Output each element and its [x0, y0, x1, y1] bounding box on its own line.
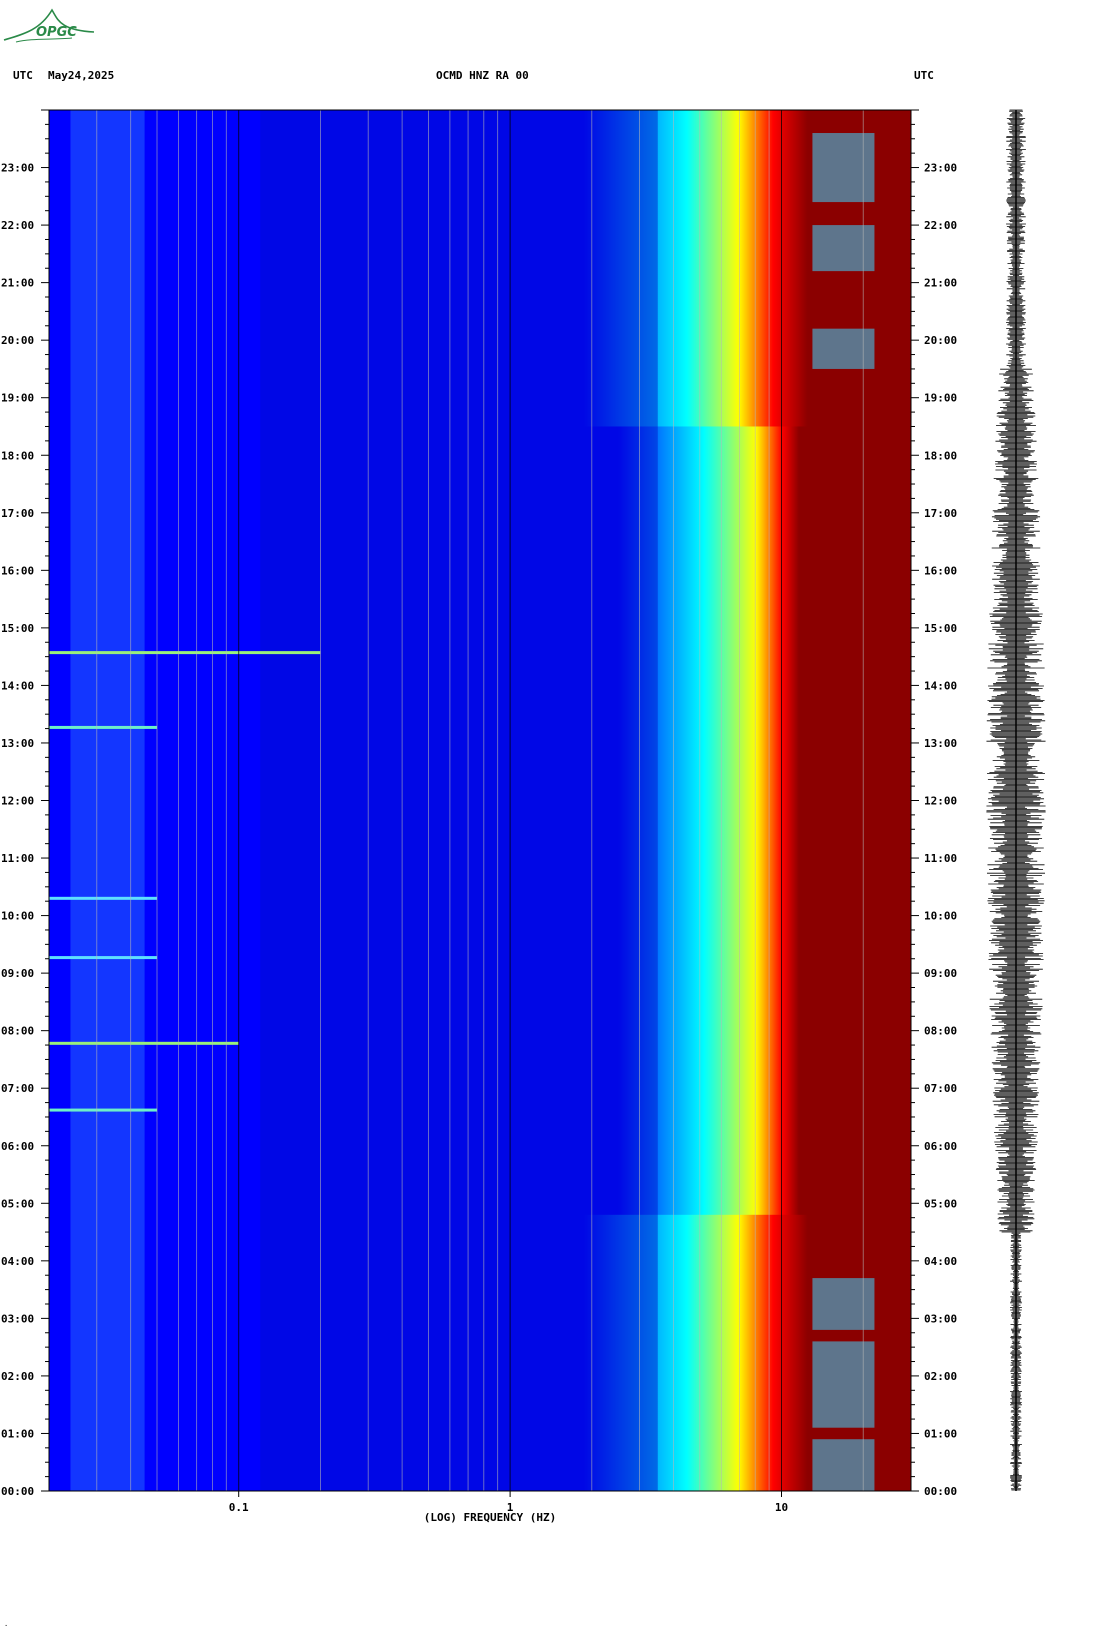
y-tick-label-right: 19:00: [924, 392, 957, 405]
x-tick-label: 0.1: [229, 1501, 249, 1514]
y-tick-label-right: 12:00: [924, 795, 957, 808]
y-tick-label-right: 07:00: [924, 1082, 957, 1095]
spectrogram-day-band: [49, 426, 911, 1215]
y-tick-label-left: 12:00: [1, 795, 34, 808]
y-tick-label-left: 10:00: [1, 910, 34, 923]
y-tick-label-right: 06:00: [924, 1140, 957, 1153]
night-noise-patch: [812, 133, 875, 203]
y-tick-label-right: 20:00: [924, 334, 957, 347]
y-tick-label-left: 15:00: [1, 622, 34, 635]
night-noise-patch: [812, 1278, 875, 1330]
y-tick-label-right: 03:00: [924, 1312, 957, 1325]
night-noise-patch: [812, 1341, 875, 1428]
streak-artifact: [49, 896, 158, 900]
night-noise-patch: [812, 1439, 875, 1491]
y-tick-label-right: 21:00: [924, 277, 957, 290]
y-tick-label-right: 04:00: [924, 1255, 957, 1268]
header-station: OCMD HNZ RA 00: [436, 69, 529, 82]
spectrogram-lowfreq-band: [70, 110, 145, 1491]
night-noise-patch: [812, 225, 875, 272]
y-tick-label-right: 23:00: [924, 162, 957, 175]
header-right-timezone: UTC: [914, 69, 934, 82]
header-left-timezone: UTC: [13, 69, 33, 82]
y-tick-label-right: 09:00: [924, 967, 957, 980]
y-tick-label-right: 15:00: [924, 622, 957, 635]
y-tick-label-left: 22:00: [1, 219, 34, 232]
y-tick-label-left: 20:00: [1, 334, 34, 347]
y-tick-label-left: 19:00: [1, 392, 34, 405]
y-tick-label-left: 01:00: [1, 1427, 34, 1440]
y-tick-label-right: 18:00: [924, 449, 957, 462]
y-tick-label-left: 21:00: [1, 277, 34, 290]
x-tick-label: 10: [775, 1501, 788, 1514]
y-tick-label-right: 08:00: [924, 1025, 957, 1038]
y-tick-label-right: 22:00: [924, 219, 957, 232]
y-tick-label-left: 09:00: [1, 967, 34, 980]
y-tick-label-right: 10:00: [924, 910, 957, 923]
y-tick-label-left: 00:00: [1, 1485, 34, 1498]
streak-artifact: [49, 651, 321, 655]
y-tick-label-left: 18:00: [1, 449, 34, 462]
y-tick-label-right: 11:00: [924, 852, 957, 865]
y-tick-label-right: 00:00: [924, 1485, 957, 1498]
y-tick-label-right: 16:00: [924, 564, 957, 577]
streak-artifact: [49, 1108, 158, 1112]
y-tick-label-left: 13:00: [1, 737, 34, 750]
y-tick-label-right: 13:00: [924, 737, 957, 750]
seismogram-trace: [986, 109, 1046, 1491]
y-tick-label-right: 05:00: [924, 1197, 957, 1210]
y-tick-label-left: 03:00: [1, 1312, 34, 1325]
y-tick-label-left: 07:00: [1, 1082, 34, 1095]
y-tick-label-left: 02:00: [1, 1370, 34, 1383]
y-tick-label-right: 01:00: [924, 1427, 957, 1440]
y-tick-label-left: 14:00: [1, 679, 34, 692]
streak-artifact: [49, 725, 158, 729]
y-tick-label-right: 02:00: [924, 1370, 957, 1383]
x-axis-label: (LOG) FREQUENCY (HZ): [424, 1511, 556, 1524]
spectrogram-dark-region: [260, 110, 658, 1491]
y-tick-label-left: 04:00: [1, 1255, 34, 1268]
night-noise-patch: [812, 328, 875, 369]
y-tick-label-left: 05:00: [1, 1197, 34, 1210]
y-tick-label-left: 23:00: [1, 162, 34, 175]
header-date: May24,2025: [48, 69, 115, 82]
y-tick-label-right: 17:00: [924, 507, 957, 520]
x-tick-label: 1: [507, 1501, 514, 1514]
opgc-logo: [3, 8, 95, 43]
y-tick-label-left: 11:00: [1, 852, 34, 865]
y-tick-label-left: 08:00: [1, 1025, 34, 1038]
streak-artifact: [49, 956, 158, 960]
logo-text: OPGC: [36, 25, 77, 40]
y-tick-label-left: 16:00: [1, 564, 34, 577]
y-tick-label-right: 14:00: [924, 679, 957, 692]
y-tick-label-left: 06:00: [1, 1140, 34, 1153]
y-tick-label-left: 17:00: [1, 507, 34, 520]
footer-mark: .: [4, 1620, 9, 1628]
streak-artifact: [49, 1041, 239, 1045]
